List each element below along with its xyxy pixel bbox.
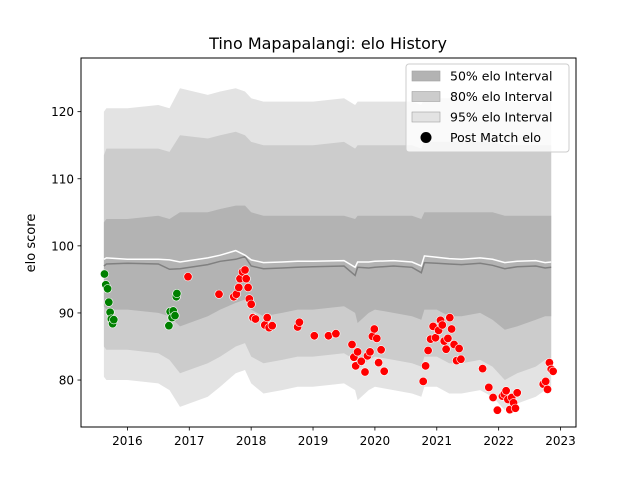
legend: 50% elo Interval 80% elo Interval 95% elo … [405,63,570,153]
post-match-elo-point [441,344,451,354]
post-match-elo-point [360,367,370,377]
legend-box [405,63,570,153]
post-match-elo-point [374,358,384,368]
post-match-elo-point [454,343,464,353]
post-match-elo-point [241,274,251,284]
legend-label: 95% elo Interval [450,110,552,125]
post-match-elo-point [492,405,502,415]
legend-label: 50% elo Interval [450,69,552,84]
post-match-elo-point [309,331,319,341]
mean-elo-line [103,249,552,269]
post-match-elo-point [484,382,494,392]
post-match-elo-point [478,364,488,374]
series-win [100,269,182,331]
post-match-elo-point [103,284,113,294]
y-axis-label: elo score [24,214,39,273]
post-match-elo-point [365,347,375,357]
post-match-elo-point [243,282,253,292]
post-match-elo-point [100,269,110,279]
y-tick-label: 110 [51,172,74,186]
x-tick-label: 2020 [360,434,391,448]
series-loss [183,265,558,415]
x-tick-label: 2018 [236,434,267,448]
y-tick-label: 120 [51,105,74,119]
post-match-elo-point [356,356,366,366]
post-match-elo-point [267,321,277,331]
post-match-elo-point [548,366,558,376]
post-match-elo-point [421,361,431,371]
x-tick-label: 2017 [174,434,205,448]
legend-swatch [411,70,441,82]
post-match-elo-point [323,331,333,341]
post-match-elo-point [347,339,357,349]
y-tick-label: 90 [59,306,74,320]
legend-swatch [411,91,441,102]
post-match-elo-point [183,272,193,282]
post-match-elo-point [251,314,261,324]
legend-swatch [411,111,441,123]
x-tick-label: 2021 [422,434,453,448]
post-match-elo-point [164,321,174,331]
post-match-elo-point [172,288,182,298]
plot-frame [80,57,577,428]
post-match-elo-point [104,297,114,307]
y-tick-label: 100 [51,239,74,253]
post-match-elo-point [423,345,433,355]
post-match-elo-point [376,345,386,355]
post-match-elo-point [331,329,341,339]
post-match-elo-point [246,299,256,309]
y-tick-label: 80 [59,374,74,388]
chart-title: Tino Mapapalangi: elo History [208,34,447,53]
post-match-elo-point [488,392,498,402]
post-match-elo-point [510,403,520,413]
post-match-elo-point [353,347,363,357]
post-match-elo-point [445,313,455,323]
x-tick-label: 2016 [112,434,143,448]
post-match-elo-point [456,354,466,364]
post-match-elo-point [369,324,379,334]
post-match-elo-point [542,384,552,394]
post-match-elo-point [447,324,457,334]
x-tick-label: 2023 [545,434,576,448]
legend-label: 80% elo Interval [450,89,552,104]
band-50-interval [103,205,552,330]
post-match-elo-point [240,265,250,275]
median-elo-line [103,255,552,277]
post-match-elo-point [443,333,453,343]
post-match-elo-point [512,388,522,398]
legend-label: Post Match elo [450,130,541,145]
post-match-elo-point [379,366,389,376]
legend-marker [420,132,432,143]
post-match-elo-point [170,311,180,321]
post-match-elo-point [372,333,382,343]
post-match-elo-point [541,376,551,386]
post-match-elo-point [234,282,244,292]
post-match-elo-point [501,386,511,396]
axis-ticks: 2016 2017 2018 2019 2020 2021 2022 2023 80 90 100 1… [51,105,576,448]
post-match-elo-point [437,320,447,330]
post-match-elo-point [214,289,224,299]
post-match-elo-point [262,313,272,323]
x-tick-label: 2019 [298,434,329,448]
plot-area [100,88,558,415]
post-match-elo-point [418,376,428,386]
post-match-elo-point [109,315,119,325]
post-match-elo-point [294,317,304,327]
x-tick-label: 2022 [483,434,514,448]
